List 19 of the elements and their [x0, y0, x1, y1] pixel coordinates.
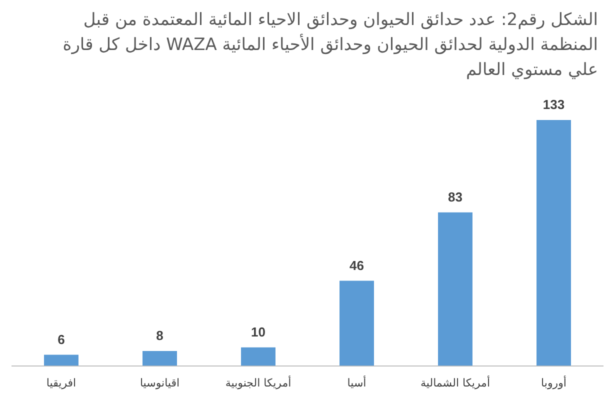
data-label: 46	[350, 258, 364, 273]
chart-title: الشكل رقم2: عدد حدائق الحيوان وحدائق الاحياء المائية المعتمدة من قبل المنظمة الدولية لحدائق الحيوان وحدائق الأحياء المائية WAZA داخل كل قارة علي مستوي العالم	[62, 9, 598, 82]
bar	[340, 280, 374, 366]
bar	[438, 212, 472, 366]
bar	[241, 347, 276, 366]
x-tick-label: أمريكا الجنوبية	[225, 375, 292, 390]
data-label: 6	[58, 332, 65, 347]
x-tick-label: افريقيا	[46, 376, 76, 390]
x-tick-label: أمريكا الشمالية	[420, 375, 490, 390]
x-tick-label: أوروبا	[541, 375, 566, 390]
data-label: 8	[156, 328, 164, 344]
data-label: 10	[251, 324, 266, 340]
x-tick-label: اقيانوسيا	[140, 376, 180, 390]
x-tick-label: أسيا	[347, 375, 366, 390]
data-label: 133	[542, 97, 565, 112]
data-label: 83	[448, 189, 462, 204]
bar	[536, 120, 571, 366]
bar	[44, 354, 78, 366]
bar	[142, 351, 177, 366]
